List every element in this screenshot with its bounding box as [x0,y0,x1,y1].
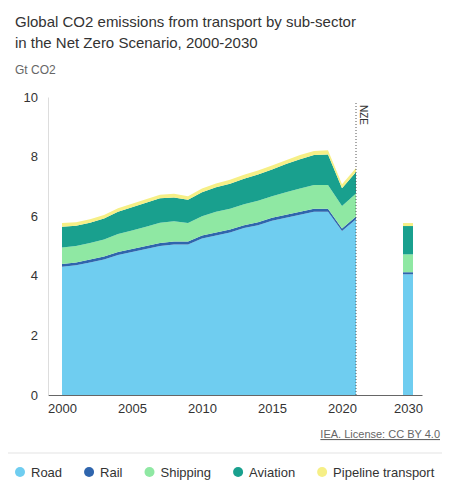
x-tick: 2000 [48,395,77,416]
x-tick-label: 2030 [394,401,423,416]
legend-swatch [84,467,94,477]
legend-swatch [233,467,243,477]
y-axis-title: Gt CO2 [15,63,56,77]
x-tick: 2005 [118,395,147,416]
annotation: NZE [358,105,369,125]
legend-swatch [144,467,154,477]
y-tick: 0 [31,388,48,403]
y-tick-label: 2 [31,328,38,343]
title-line: in the Net Zero Scenario, 2000-2030 [15,34,258,51]
legend: Road Rail Shipping Aviation Pipeline transpo… [15,465,435,480]
legend-swatch [15,467,25,477]
y-axis-line [48,98,49,396]
y-tick: 6 [31,209,48,224]
x-tick-label: 2005 [118,401,147,416]
legend-label: Road [31,465,62,480]
y-tick: 2 [31,328,48,343]
y-tick: 10 [24,90,48,105]
legend-item: Aviation [233,465,295,480]
x-tick: 2030 [394,395,423,416]
x-tick-label: 2020 [328,401,357,416]
title: Global CO2 emissions from transport by s… [15,13,356,51]
x-tick-label: 2015 [258,401,287,416]
title-line: Global CO2 emissions from transport by s… [15,13,356,30]
bar [403,223,413,226]
source: IEA. License: CC BY 4.0 [320,428,440,440]
bar [403,226,413,254]
chart: Global CO2 emissions from transport by s… [0,0,450,501]
bar [403,254,413,272]
legend-swatch [317,467,327,477]
y-tick-label: 4 [31,268,38,283]
marks [62,150,413,395]
x-axis: 2000 2005 2010 2015 2020 2030 [48,395,423,416]
legend-label: Shipping [160,465,211,480]
x-tick-label: 2010 [188,401,217,416]
bar [403,274,413,395]
x-axis-line [49,395,423,396]
y-tick-label: 8 [31,149,38,164]
area [62,155,356,248]
x-tick: 2015 [258,395,287,416]
legend-label: Rail [100,465,123,480]
x-tick-label: 2000 [48,401,77,416]
x-tick: 2010 [188,395,217,416]
divider [8,453,442,454]
area [62,150,356,226]
annotation-line [356,103,357,395]
legend-item: Road [15,465,62,480]
y-tick: 4 [31,268,48,283]
legend-label: Aviation [249,465,295,480]
y-tick-label: 6 [31,209,38,224]
legend-item: Shipping [144,465,211,480]
y-axis: 0 2 4 6 8 10 [24,90,49,403]
legend-label: Pipeline transport [333,465,435,480]
x-tick: 2020 [328,395,357,416]
y-tick-label: 0 [31,388,38,403]
legend-item: Rail [84,465,123,480]
y-tick-label: 10 [24,90,38,105]
legend-item: Pipeline transport [317,465,435,480]
y-tick: 8 [31,149,48,164]
bar [403,272,413,274]
